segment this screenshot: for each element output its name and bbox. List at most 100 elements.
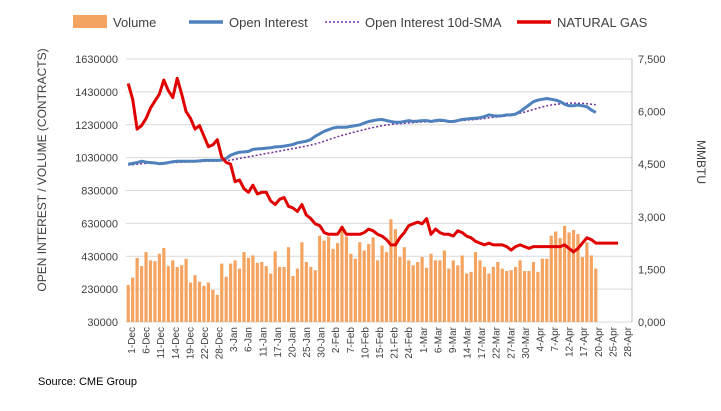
- volume-bar: [131, 277, 135, 322]
- volume-bar: [273, 251, 277, 322]
- volume-bar: [233, 260, 237, 322]
- legend-label: Open Interest: [229, 15, 308, 30]
- volume-bar: [514, 266, 518, 322]
- volume-bar: [349, 253, 353, 322]
- volume-bar: [139, 266, 144, 322]
- volume-bar: [318, 235, 322, 322]
- volume-bar: [171, 260, 175, 322]
- x-tick-label: 25-Jan: [302, 327, 313, 358]
- legend-label: Open Interest 10d-SMA: [365, 15, 502, 30]
- x-tick-label: 6-Mar: [433, 326, 444, 353]
- volume-bar: [384, 252, 389, 322]
- x-tick-label: 25-Apr: [608, 326, 619, 357]
- right-axis-ticks: 7,500 6,000 4,500 3,000 1,500 0,000: [638, 54, 666, 329]
- x-tick-label: 28-Apr: [623, 326, 634, 357]
- x-tick-label: 12-Apr: [565, 326, 576, 357]
- volume-bar: [286, 247, 291, 322]
- volume-bar: [393, 229, 397, 322]
- right-tick-label: 3,000: [638, 212, 666, 224]
- x-tick-label: 3-Jan: [229, 327, 240, 352]
- volume-bar: [295, 268, 300, 322]
- x-tick-label: 17-Jan: [273, 327, 284, 358]
- legend: Volume Open Interest Open Interest 10d-SMA…: [73, 15, 648, 30]
- volume-bar: [309, 266, 313, 322]
- volume-bar: [193, 275, 197, 322]
- x-tick-label: 19-Dec: [185, 327, 196, 359]
- volume-bar: [300, 242, 304, 322]
- volume-bar: [402, 247, 406, 322]
- legend-item: Open Interest: [189, 15, 308, 30]
- volume-bar: [371, 237, 375, 322]
- left-tick-label: 630000: [81, 218, 118, 230]
- x-tick-label: 11-Dec: [156, 327, 167, 359]
- volume-bar: [473, 252, 478, 322]
- x-tick-label: 6-Jan: [244, 327, 255, 352]
- x-tick-label: 14-Mar: [463, 326, 474, 358]
- volume-bar: [540, 258, 544, 322]
- volume-bar: [522, 271, 527, 322]
- volume-bar: [545, 258, 549, 322]
- volume-bar: [327, 236, 331, 322]
- natural-gas-line: [126, 76, 618, 254]
- volume-bar: [531, 262, 536, 322]
- volume-bar: [527, 271, 531, 322]
- legend-label: NATURAL GAS: [557, 15, 648, 30]
- volume-bar: [429, 253, 433, 322]
- x-tick-label: 20-Apr: [594, 326, 605, 357]
- volume-bar: [447, 268, 451, 322]
- x-tick-label: 2-Feb: [331, 327, 342, 354]
- volume-bar: [563, 225, 567, 322]
- volume-bar: [260, 262, 264, 322]
- volume-bar: [246, 257, 251, 322]
- legend-label: Volume: [113, 15, 156, 30]
- left-tick-label: 30000: [87, 317, 118, 329]
- x-tick-label: 17-Apr: [579, 326, 590, 357]
- x-tick-label: 6-Dec: [142, 327, 153, 354]
- volume-bar: [375, 260, 380, 322]
- left-axis-ticks: 1630000 1430000 1230000 1030000 830000 630000…: [75, 54, 118, 329]
- x-tick-label: 9-Mar: [448, 326, 459, 353]
- volume-bar: [380, 245, 384, 322]
- left-axis-title: OPEN INTEREST / VOLUME (CONTRACTS): [35, 48, 49, 291]
- right-tick-label: 4,500: [638, 159, 666, 171]
- volume-bar: [433, 260, 438, 322]
- volume-bar: [202, 285, 206, 322]
- right-tick-label: 7,500: [638, 54, 666, 66]
- volume-bar: [157, 253, 161, 322]
- volume-bar: [505, 271, 509, 322]
- volume-bar: [148, 260, 153, 322]
- volume-bar: [135, 257, 139, 322]
- volume-bar: [482, 266, 487, 322]
- x-tick-label: 11-Jan: [258, 327, 269, 357]
- volume-bar: [580, 257, 585, 322]
- right-axis-title: MMBTU: [694, 140, 708, 184]
- x-tick-label: 1-Mar: [419, 326, 430, 353]
- x-tick-label: 4-Apr: [536, 326, 547, 351]
- volume-bar: [549, 235, 553, 322]
- volume-bar: [224, 276, 228, 322]
- volume-bar: [215, 294, 219, 322]
- volume-bar: [344, 236, 349, 322]
- left-tick-label: 430000: [81, 251, 118, 263]
- x-tick-label: 20-Jan: [288, 327, 299, 358]
- legend-item: Open Interest 10d-SMA: [325, 15, 502, 30]
- open-interest-line: [127, 97, 597, 166]
- x-tick-label: 30-Mar: [521, 326, 532, 358]
- volume-bar: [478, 260, 482, 322]
- volume-bar: [237, 268, 242, 322]
- volume-bar: [500, 268, 504, 322]
- x-tick-label: 1-Dec: [127, 327, 138, 354]
- volume-bar: [536, 271, 540, 322]
- volume-bar: [242, 252, 246, 322]
- x-tick-label: 14-Dec: [171, 327, 182, 359]
- volume-bar: [251, 255, 255, 322]
- volume-bar: [291, 275, 295, 322]
- gridlines: [126, 58, 633, 323]
- volume-bar: [554, 231, 558, 322]
- left-tick-label: 1630000: [75, 54, 118, 66]
- volume-bar: [220, 263, 224, 322]
- x-tick-label: 24-Feb: [404, 327, 415, 359]
- left-tick-label: 1430000: [75, 87, 118, 99]
- volume-bar: [255, 262, 259, 322]
- volume-bar: [438, 260, 442, 322]
